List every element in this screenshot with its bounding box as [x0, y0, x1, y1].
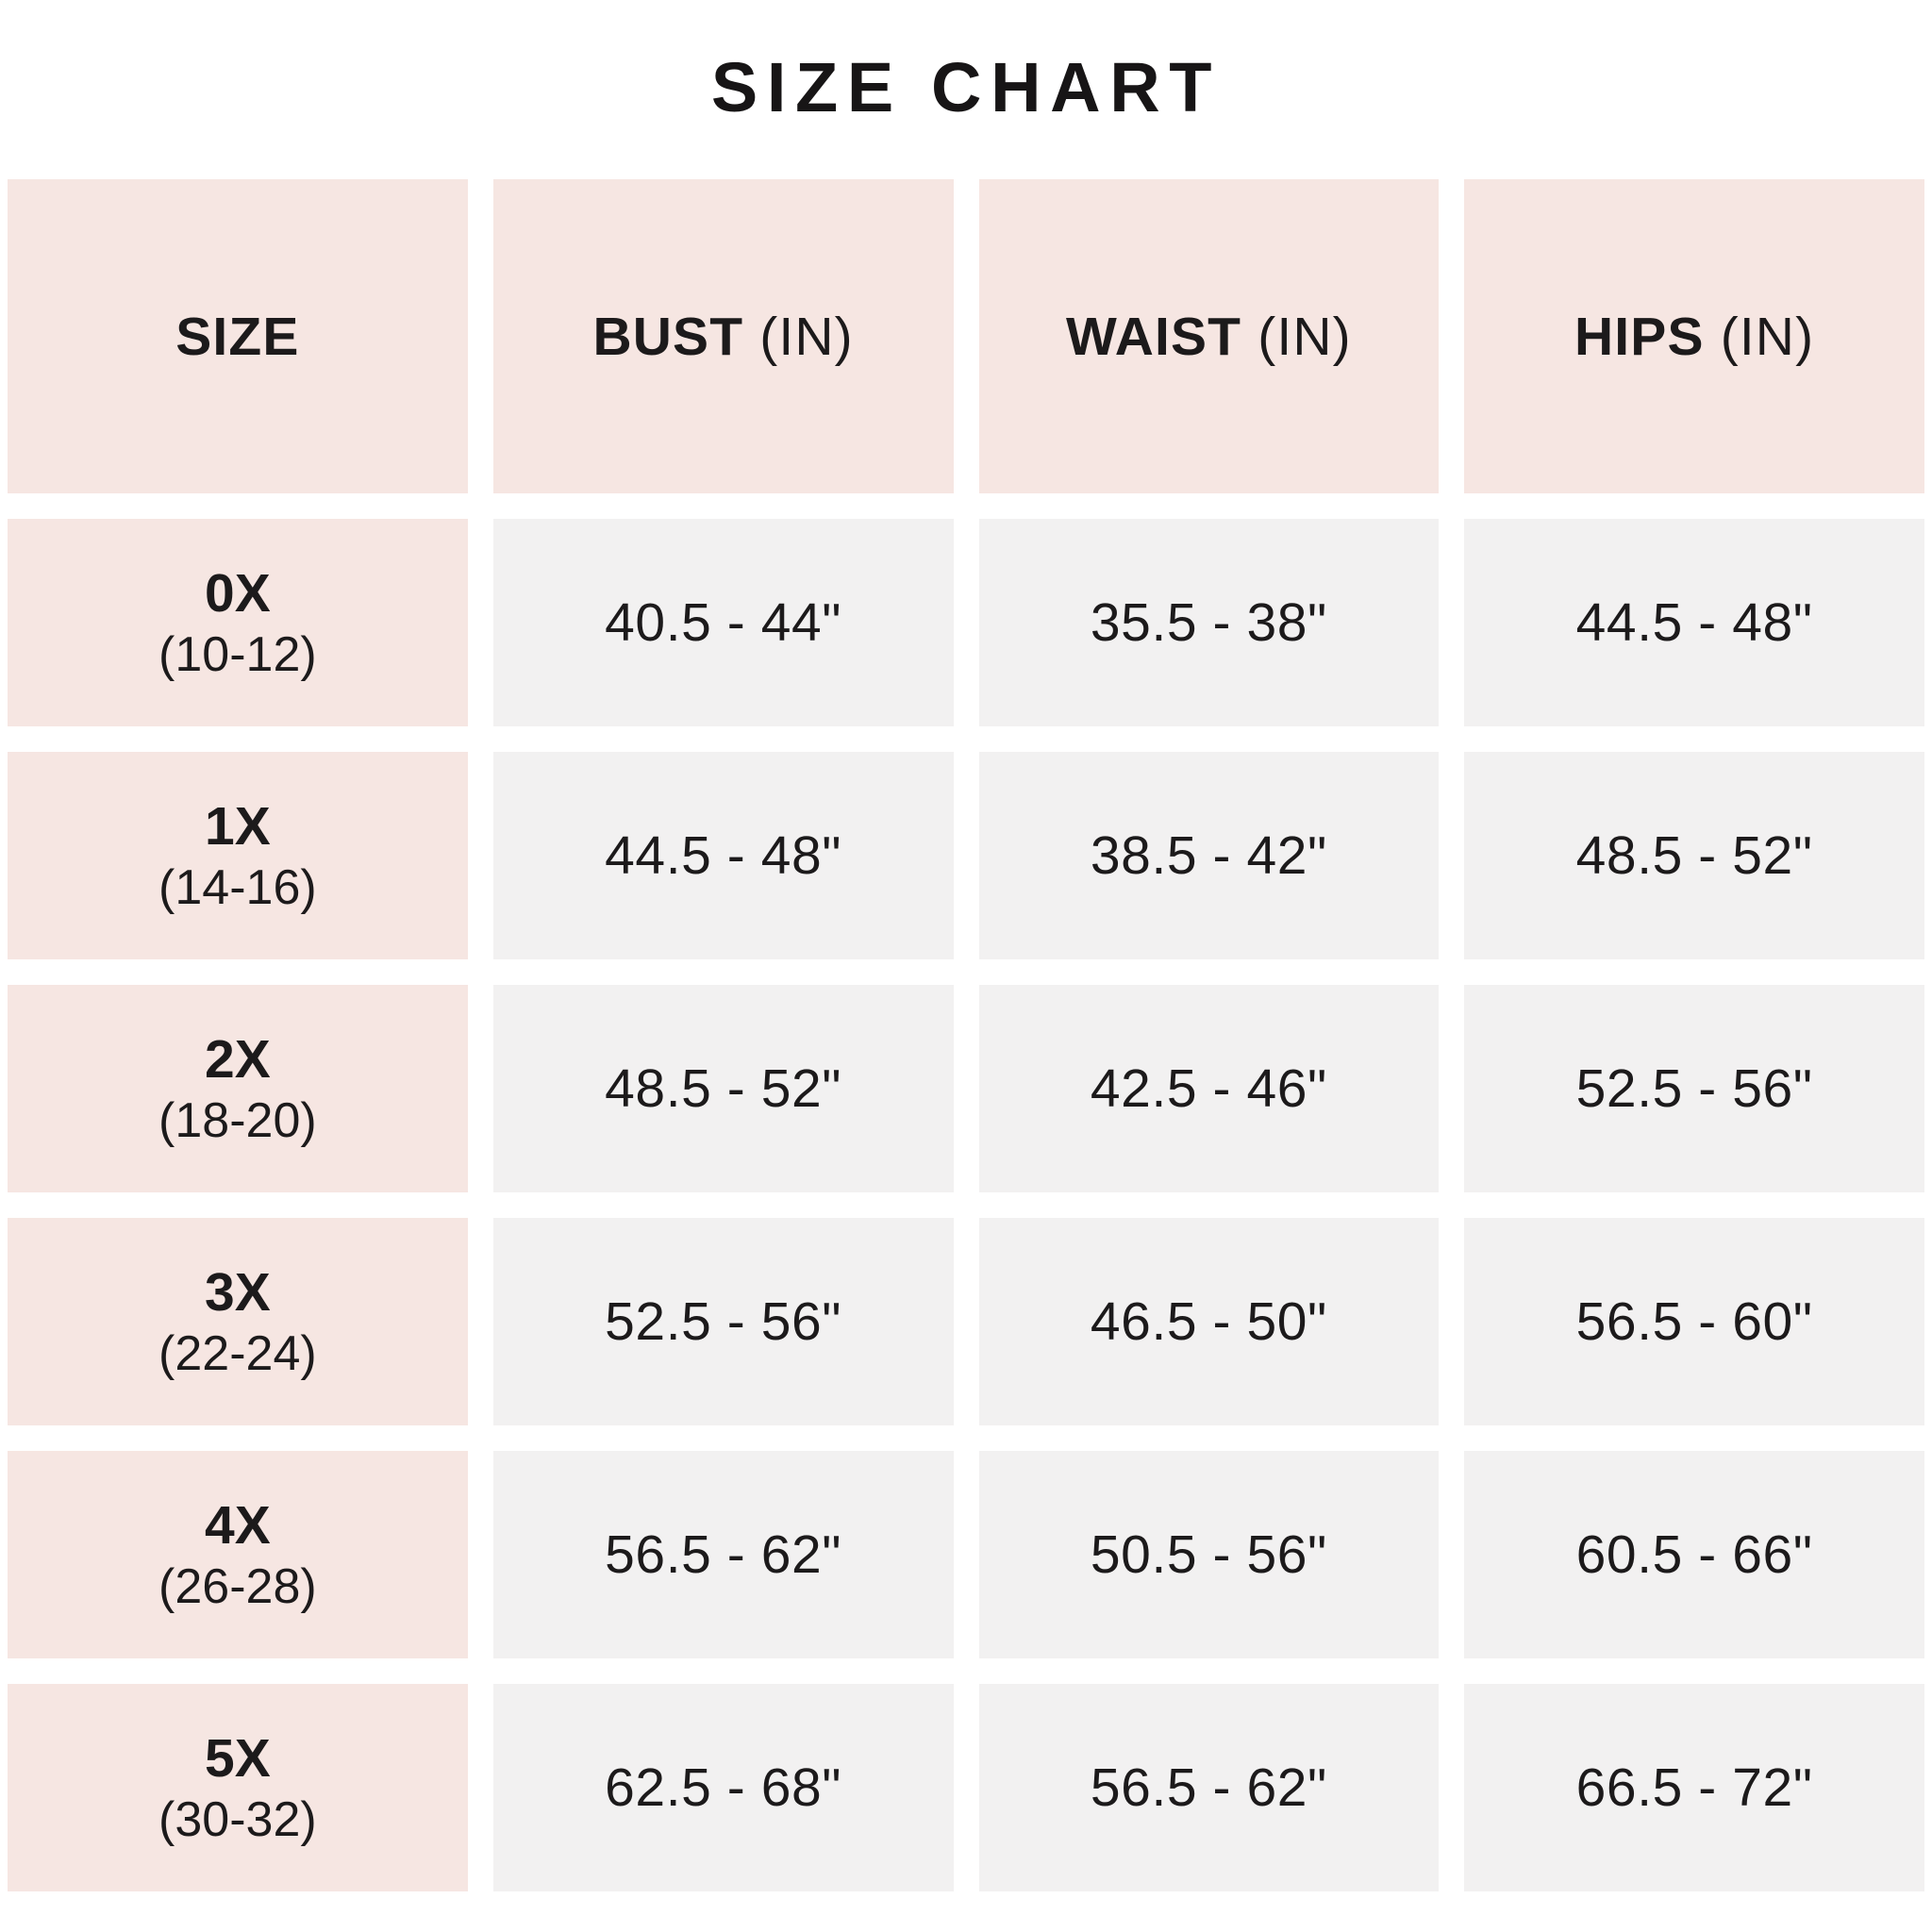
column-header-label: SIZE [175, 306, 300, 367]
size-label: 3X [205, 1261, 271, 1323]
waist-cell-1x: 38.5 - 42" [978, 752, 1440, 959]
size-label: 2X [205, 1028, 271, 1090]
size-range: (10-12) [158, 627, 317, 682]
hips-cell-4x: 60.5 - 66" [1464, 1451, 1924, 1658]
bust-cell-2x: 48.5 - 52" [492, 985, 954, 1192]
waist-cell-3x: 46.5 - 50" [978, 1218, 1440, 1425]
page-title: SIZE CHART [710, 48, 1222, 126]
size-cell-0x: 0X (10-12) [8, 519, 468, 726]
column-header-unit: (IN) [1720, 306, 1815, 367]
column-header-size: SIZE [8, 179, 468, 493]
size-label: 0X [205, 562, 271, 624]
waist-cell-4x: 50.5 - 56" [978, 1451, 1440, 1658]
column-header-label: HIPS [1574, 306, 1705, 367]
bust-cell-0x: 40.5 - 44" [492, 519, 954, 726]
size-label: 1X [205, 795, 271, 857]
hips-cell-2x: 52.5 - 56" [1464, 985, 1924, 1192]
bust-cell-4x: 56.5 - 62" [492, 1451, 954, 1658]
size-cell-5x: 5X (30-32) [8, 1684, 468, 1891]
column-header-label: WAIST [1065, 306, 1242, 367]
size-label: 5X [205, 1727, 271, 1789]
waist-cell-0x: 35.5 - 38" [978, 519, 1440, 726]
size-range: (18-20) [158, 1093, 317, 1148]
waist-cell-5x: 56.5 - 62" [978, 1684, 1440, 1891]
hips-cell-5x: 66.5 - 72" [1464, 1684, 1924, 1891]
size-range: (22-24) [158, 1326, 317, 1381]
size-cell-3x: 3X (22-24) [8, 1218, 468, 1425]
column-header-unit: (IN) [759, 306, 854, 367]
waist-cell-2x: 42.5 - 46" [978, 985, 1440, 1192]
size-cell-2x: 2X (18-20) [8, 985, 468, 1192]
bust-cell-5x: 62.5 - 68" [492, 1684, 954, 1891]
column-header-label: BUST [592, 306, 744, 367]
hips-cell-3x: 56.5 - 60" [1464, 1218, 1924, 1425]
size-chart-table: SIZE BUST (IN) WAIST (IN) HIPS (IN) 0X (10-… [8, 179, 1924, 1891]
bust-cell-1x: 44.5 - 48" [492, 752, 954, 959]
hips-cell-0x: 44.5 - 48" [1464, 519, 1924, 726]
size-range: (26-28) [158, 1559, 317, 1614]
size-range: (14-16) [158, 860, 317, 915]
bust-cell-3x: 52.5 - 56" [492, 1218, 954, 1425]
size-range: (30-32) [158, 1792, 317, 1847]
hips-cell-1x: 48.5 - 52" [1464, 752, 1924, 959]
column-header-bust: BUST (IN) [492, 179, 954, 493]
size-cell-4x: 4X (26-28) [8, 1451, 468, 1658]
size-cell-1x: 1X (14-16) [8, 752, 468, 959]
column-header-unit: (IN) [1257, 306, 1352, 367]
size-label: 4X [205, 1494, 271, 1556]
column-header-hips: HIPS (IN) [1464, 179, 1924, 493]
column-header-waist: WAIST (IN) [978, 179, 1440, 493]
